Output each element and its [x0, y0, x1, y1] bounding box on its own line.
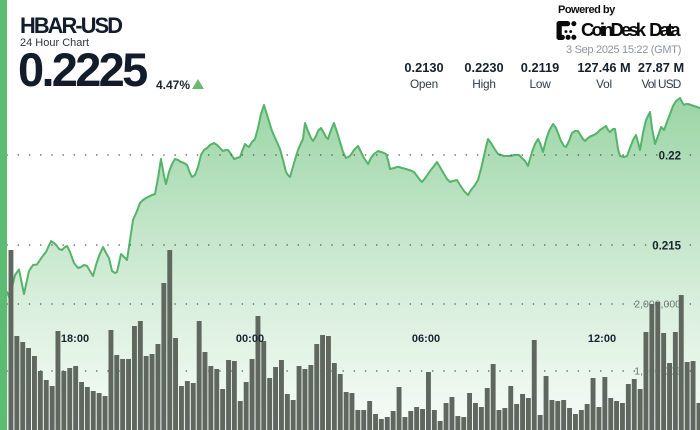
svg-text:0.22: 0.22 [659, 151, 681, 163]
svg-text:18:00: 18:00 [61, 333, 89, 345]
svg-text:00:00: 00:00 [236, 333, 264, 345]
svg-text:12:00: 12:00 [588, 333, 616, 345]
svg-text:0.215: 0.215 [652, 241, 681, 253]
svg-text:06:00: 06:00 [412, 333, 440, 345]
